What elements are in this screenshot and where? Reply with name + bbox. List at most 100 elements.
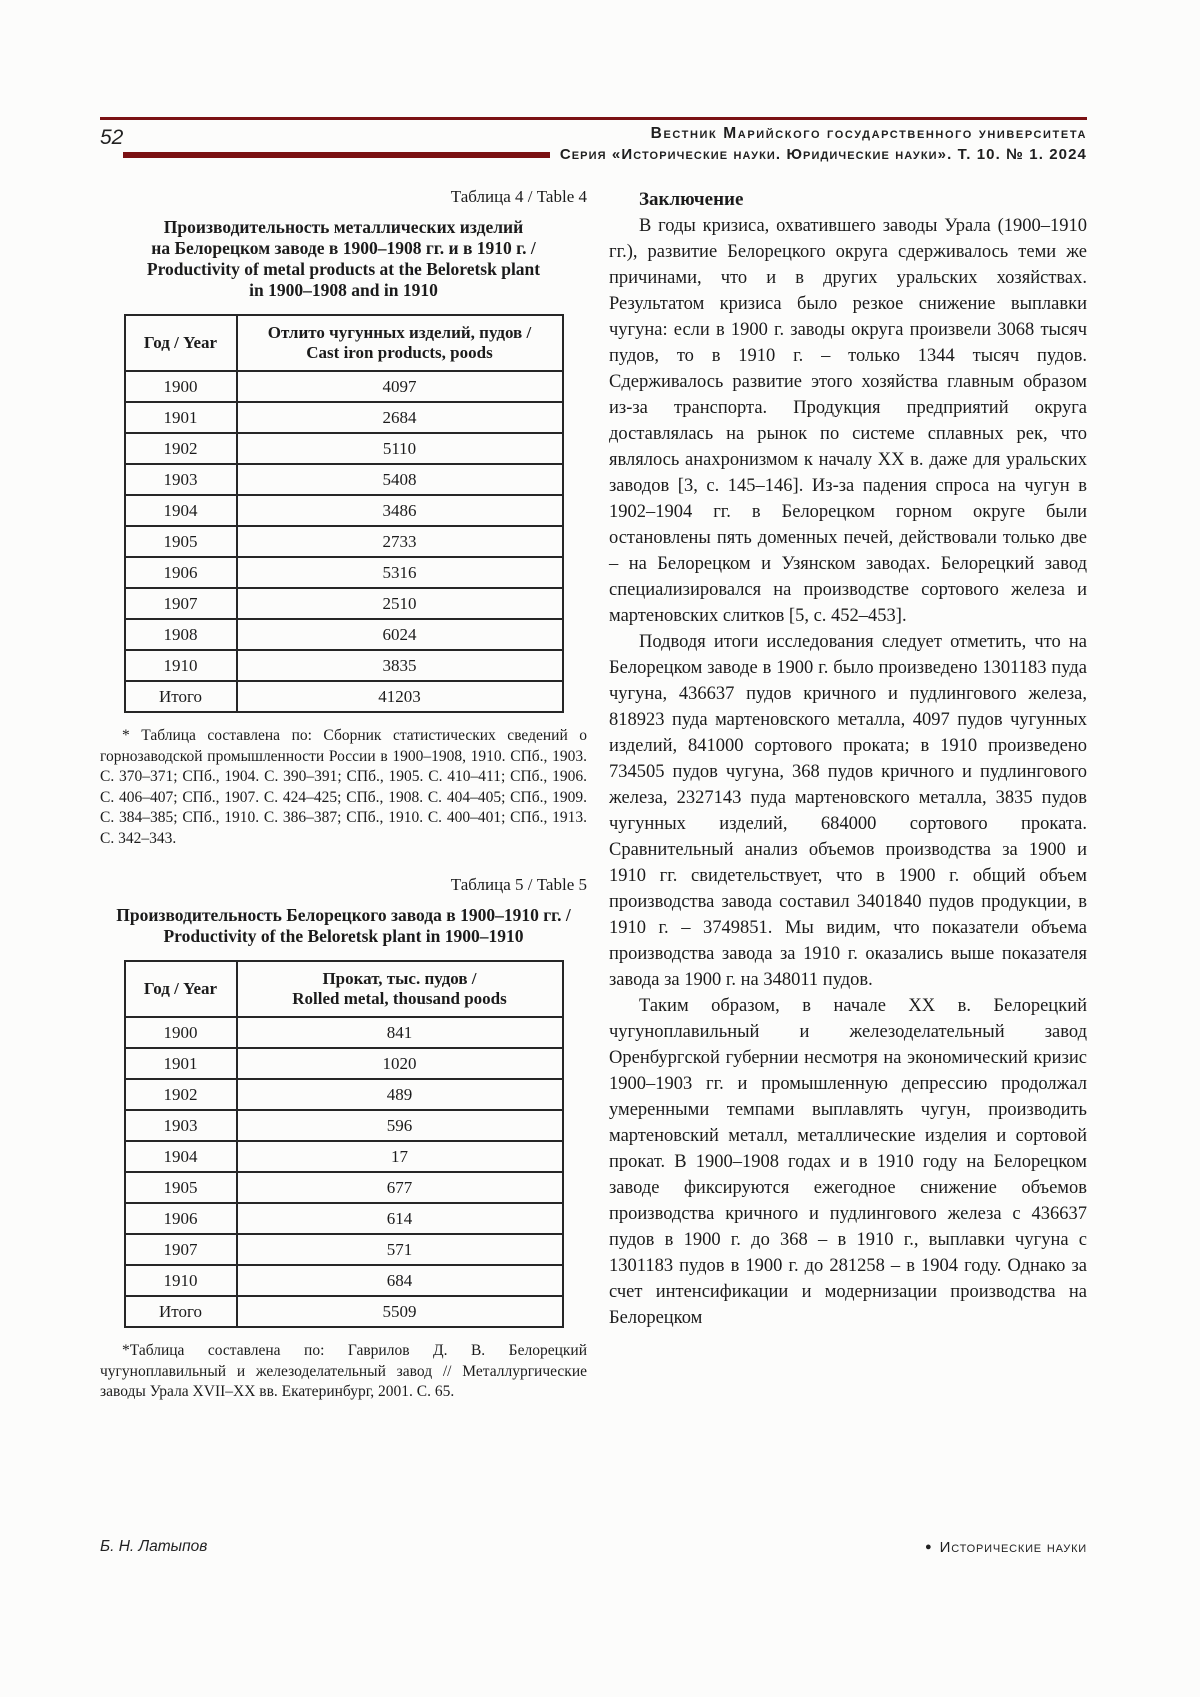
value-cell: 5509 bbox=[235, 1295, 564, 1328]
year-cell: 1900 bbox=[123, 370, 238, 403]
table-row: Итого 41203 bbox=[123, 680, 564, 713]
table-row: 1905 2733 bbox=[123, 525, 564, 558]
table-header-row: Год / Year Отлито чугунных изделий, пудо… bbox=[123, 314, 564, 372]
table-row: 1901 1020 bbox=[123, 1047, 564, 1080]
table-row: 1900 841 bbox=[123, 1016, 564, 1049]
right-column: Заключение В годы кризиса, охватившего з… bbox=[609, 187, 1087, 1429]
value-cell: 5408 bbox=[235, 463, 564, 496]
year-cell: 1902 bbox=[123, 432, 238, 465]
bullet-icon: ● bbox=[925, 1540, 932, 1553]
value-cell: 4097 bbox=[235, 370, 564, 403]
year-cell: 1900 bbox=[123, 1016, 238, 1049]
year-cell: 1906 bbox=[123, 1202, 238, 1235]
footer-section-block: ● Исторические науки bbox=[925, 1539, 1087, 1556]
table4-title-line: Производительность металлических изделий bbox=[163, 217, 524, 237]
table4-col2-header-line: Отлито чугунных изделий, пудов / bbox=[267, 323, 532, 342]
value-cell: 614 bbox=[235, 1202, 564, 1235]
table5-col2-header-line: Rolled metal, thousand poods bbox=[292, 989, 507, 1008]
page-header: 52 Вестник Марийского государственного у… bbox=[100, 124, 1087, 165]
journal-title: Вестник Марийского государственного унив… bbox=[650, 125, 1087, 142]
table-row: 1901 2684 bbox=[123, 401, 564, 434]
header-accent-bar bbox=[123, 152, 550, 158]
value-cell: 3835 bbox=[235, 649, 564, 682]
table4-title: Производительность металлических изделий… bbox=[100, 217, 587, 301]
value-cell: 5110 bbox=[235, 432, 564, 465]
year-cell: 1907 bbox=[123, 587, 238, 620]
table-row: 1907 2510 bbox=[123, 587, 564, 620]
year-cell: Итого bbox=[123, 680, 238, 713]
table5-title-line: Производительность Белорецкого завода в … bbox=[116, 905, 571, 925]
table5-title: Производительность Белорецкого завода в … bbox=[100, 905, 587, 947]
value-cell: 596 bbox=[235, 1109, 564, 1142]
body-paragraph: Подводя итоги исследования следует отмет… bbox=[609, 632, 1087, 990]
table-row: 1910 684 bbox=[123, 1264, 564, 1297]
table-row: 1902 489 bbox=[123, 1078, 564, 1111]
value-cell: 2510 bbox=[235, 587, 564, 620]
table5-col1-header: Год / Year bbox=[123, 960, 238, 1018]
value-cell: 1020 bbox=[235, 1047, 564, 1080]
year-cell: 1902 bbox=[123, 1078, 238, 1111]
page-footer: Б. Н. Латыпов ● Исторические науки bbox=[100, 1538, 1087, 1556]
table5-footnote: *Таблица составлена по: Гаврилов Д. В. Б… bbox=[100, 1342, 587, 1400]
table-row: 1908 6024 bbox=[123, 618, 564, 651]
journal-series-row: Серия «Исторические науки. Юридические н… bbox=[123, 145, 1087, 165]
table5-col2-header: Прокат, тыс. пудов / Rolled metal, thous… bbox=[235, 960, 564, 1018]
two-column-layout: Таблица 4 / Table 4 Производительность м… bbox=[100, 187, 1087, 1429]
value-cell: 684 bbox=[235, 1264, 564, 1297]
table-row: 1907 571 bbox=[123, 1233, 564, 1266]
year-cell: 1903 bbox=[123, 1109, 238, 1142]
table4-caption: Таблица 4 / Table 4 bbox=[450, 187, 587, 206]
table4: Год / Year Отлито чугунных изделий, пудо… bbox=[123, 314, 564, 713]
table5-body: 1900 841 1901 1020 1902 489 1903 596 1904 17 1905 6… bbox=[123, 1016, 564, 1328]
value-cell: 2733 bbox=[235, 525, 564, 558]
table4-title-line: in 1900–1908 and in 1910 bbox=[249, 280, 438, 300]
table4-title-line: на Белорецком заводе в 1900–1908 гг. и в… bbox=[151, 238, 536, 258]
table4-footnote: * Таблица составлена по: Сборник статист… bbox=[100, 727, 587, 847]
value-cell: 6024 bbox=[235, 618, 564, 651]
table-row: 1904 17 bbox=[123, 1140, 564, 1173]
year-cell: 1901 bbox=[123, 1047, 238, 1080]
value-cell: 571 bbox=[235, 1233, 564, 1266]
value-cell: 17 bbox=[235, 1140, 564, 1173]
header-top-rule bbox=[100, 117, 1087, 120]
year-cell: 1907 bbox=[123, 1233, 238, 1266]
year-cell: Итого bbox=[123, 1295, 238, 1328]
value-cell: 2684 bbox=[235, 401, 564, 434]
table5-col2-header-line: Прокат, тыс. пудов / bbox=[322, 969, 477, 988]
year-cell: 1905 bbox=[123, 525, 238, 558]
year-cell: 1910 bbox=[123, 649, 238, 682]
value-cell: 3486 bbox=[235, 494, 564, 527]
table-row: 1903 5408 bbox=[123, 463, 564, 496]
table4-body: 1900 4097 1901 2684 1902 5110 1903 5408 1904 3486… bbox=[123, 370, 564, 713]
value-cell: 5316 bbox=[235, 556, 564, 589]
table-row: 1910 3835 bbox=[123, 649, 564, 682]
table5-title-line: Productivity of the Beloretsk plant in 1… bbox=[163, 926, 524, 946]
year-cell: 1904 bbox=[123, 494, 238, 527]
table-header-row: Год / Year Прокат, тыс. пудов / Rolled m… bbox=[123, 960, 564, 1018]
table-row: 1900 4097 bbox=[123, 370, 564, 403]
year-cell: 1910 bbox=[123, 1264, 238, 1297]
table-row: 1906 614 bbox=[123, 1202, 564, 1235]
value-cell: 489 bbox=[235, 1078, 564, 1111]
table5-caption: Таблица 5 / Table 5 bbox=[450, 875, 587, 894]
table4-col1-header: Год / Year bbox=[123, 314, 238, 372]
table5: Год / Year Прокат, тыс. пудов / Rolled m… bbox=[123, 960, 564, 1328]
footer-author: Б. Н. Латыпов bbox=[100, 1538, 208, 1555]
year-cell: 1906 bbox=[123, 556, 238, 589]
table-row: 1905 677 bbox=[123, 1171, 564, 1204]
body-paragraph: Таким образом, в начале XX в. Белорецкий… bbox=[609, 996, 1087, 1328]
value-cell: 41203 bbox=[235, 680, 564, 713]
year-cell: 1905 bbox=[123, 1171, 238, 1204]
table4-header: Год / Year Отлито чугунных изделий, пудо… bbox=[123, 314, 564, 372]
body-paragraph: В годы кризиса, охватившего заводы Урала… bbox=[609, 216, 1087, 626]
conclusion-heading: Заключение bbox=[639, 189, 744, 210]
table-row: 1902 5110 bbox=[123, 432, 564, 465]
table-row: 1906 5316 bbox=[123, 556, 564, 589]
page-number: 52 bbox=[100, 126, 124, 149]
left-column: Таблица 4 / Table 4 Производительность м… bbox=[100, 187, 587, 1429]
year-cell: 1904 bbox=[123, 1140, 238, 1173]
table-row: 1903 596 bbox=[123, 1109, 564, 1142]
table4-col2-header: Отлито чугунных изделий, пудов / Cast ir… bbox=[235, 314, 564, 372]
footer-section-label: Исторические науки bbox=[939, 1538, 1087, 1556]
